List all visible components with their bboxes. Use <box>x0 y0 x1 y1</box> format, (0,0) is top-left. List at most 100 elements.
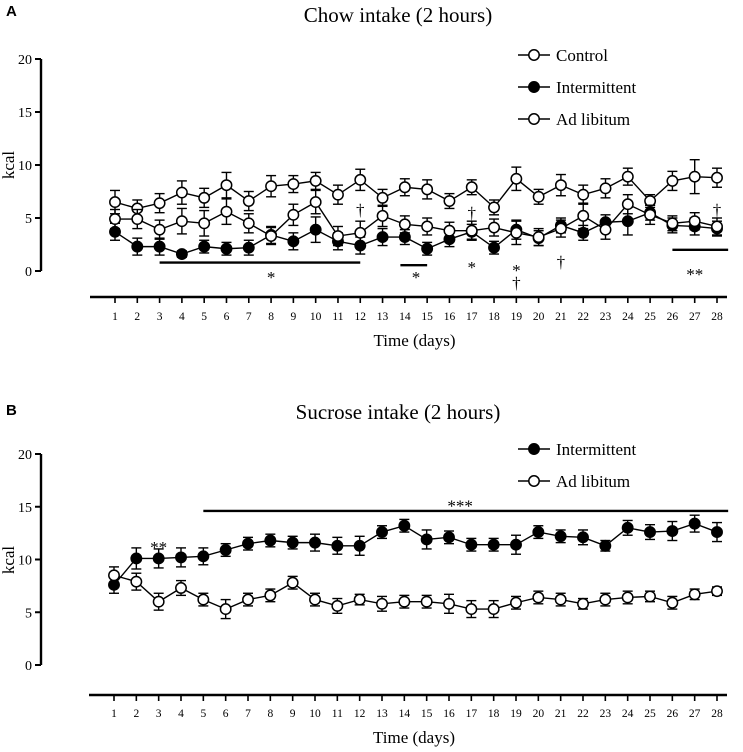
series-line <box>114 211 718 255</box>
data-point <box>309 593 321 606</box>
series-line <box>115 201 718 238</box>
x-tick-label: 14 <box>399 708 411 720</box>
y-tick-label: 0 <box>25 659 32 674</box>
data-point <box>242 593 254 606</box>
legend-label: Intermittent <box>556 440 637 459</box>
x-tick-label: 1 <box>111 708 117 720</box>
y-tick-label: 5 <box>25 606 32 621</box>
data-point <box>309 174 322 187</box>
significance-marker: * <box>267 268 276 287</box>
x-tick-label: 15 <box>421 708 433 720</box>
data-point <box>286 536 299 549</box>
data-point <box>108 569 120 582</box>
data-point <box>264 534 277 547</box>
data-point <box>421 220 434 233</box>
data-point <box>197 593 210 606</box>
legend-marker <box>528 475 540 487</box>
data-point <box>332 188 344 201</box>
x-tick-label: 16 <box>443 708 455 720</box>
x-tick-label: 11 <box>332 708 343 720</box>
x-tick-label: 28 <box>711 311 723 323</box>
data-point <box>420 595 433 608</box>
x-tick-label: 16 <box>444 311 456 323</box>
data-point <box>153 240 166 253</box>
data-point <box>443 195 456 207</box>
y-tick-label: 20 <box>18 53 32 68</box>
data-point <box>666 596 679 609</box>
chart-title: Chow intake (2 hours) <box>304 3 492 27</box>
legend: Intermittent Ad libitum <box>518 440 637 491</box>
data-point <box>599 593 612 606</box>
data-point <box>621 591 634 604</box>
significance-marker: *** <box>447 497 473 516</box>
x-tick-label: 4 <box>178 708 184 720</box>
data-point <box>554 222 567 235</box>
data-point <box>331 539 344 552</box>
data-point <box>510 538 522 551</box>
data-point <box>287 178 300 191</box>
series-ad-libitum <box>109 189 723 247</box>
data-point <box>265 230 278 242</box>
data-point <box>309 536 321 549</box>
data-point <box>332 230 344 242</box>
x-tick-label: 26 <box>667 311 679 323</box>
data-point <box>109 196 121 209</box>
data-point <box>219 603 232 616</box>
x-tick-label: 2 <box>134 311 140 323</box>
y-tick-label: 5 <box>25 212 32 227</box>
x-tick-label: 17 <box>466 708 478 720</box>
y-tick-label: 10 <box>18 554 32 569</box>
panel-letter: A <box>6 3 17 20</box>
data-point <box>554 530 567 543</box>
x-tick-label: 10 <box>309 708 321 720</box>
x-tick-label: 7 <box>245 708 251 720</box>
data-point <box>354 173 367 186</box>
data-point <box>353 593 366 606</box>
data-point <box>488 201 500 214</box>
x-tick-label: 25 <box>644 708 656 720</box>
data-point <box>420 533 433 546</box>
data-point <box>621 215 634 228</box>
legend-label: Ad libitum <box>556 472 630 491</box>
x-tick-label: 24 <box>622 708 634 720</box>
data-point <box>443 531 455 544</box>
data-point <box>421 183 434 196</box>
y-tick-label: 15 <box>18 106 32 121</box>
data-point <box>711 171 723 184</box>
legend: Control Intermittent Ad libitum <box>518 46 637 129</box>
x-tick-label: 27 <box>689 311 701 323</box>
data-point <box>287 208 300 221</box>
significance-marker: ** <box>150 538 167 557</box>
data-point <box>554 179 567 192</box>
data-point <box>175 551 187 564</box>
data-point <box>532 190 545 203</box>
data-point <box>175 186 188 199</box>
x-tick-label: 9 <box>290 311 296 323</box>
x-tick-label: 14 <box>399 311 411 323</box>
data-point <box>376 526 388 539</box>
significance-marker: † <box>356 201 365 220</box>
data-point <box>242 217 255 230</box>
significance-marker: * <box>512 261 521 280</box>
x-tick-label: 19 <box>511 311 523 323</box>
data-point <box>510 596 522 609</box>
data-point <box>465 538 478 551</box>
x-tick-label: 20 <box>533 311 545 323</box>
data-point <box>465 603 478 616</box>
data-point <box>331 599 344 612</box>
data-point <box>465 181 478 194</box>
series-ad-libitum <box>108 566 723 620</box>
data-point <box>532 526 545 539</box>
y-tick-label: 15 <box>18 501 32 516</box>
data-point <box>242 241 255 254</box>
x-tick-label: 6 <box>224 311 230 323</box>
data-point <box>109 213 121 226</box>
data-point <box>153 197 166 210</box>
data-point <box>688 170 701 183</box>
data-point <box>577 209 590 222</box>
legend-label: Ad libitum <box>556 110 630 129</box>
legend-label: Control <box>556 46 608 65</box>
data-point <box>688 588 701 601</box>
